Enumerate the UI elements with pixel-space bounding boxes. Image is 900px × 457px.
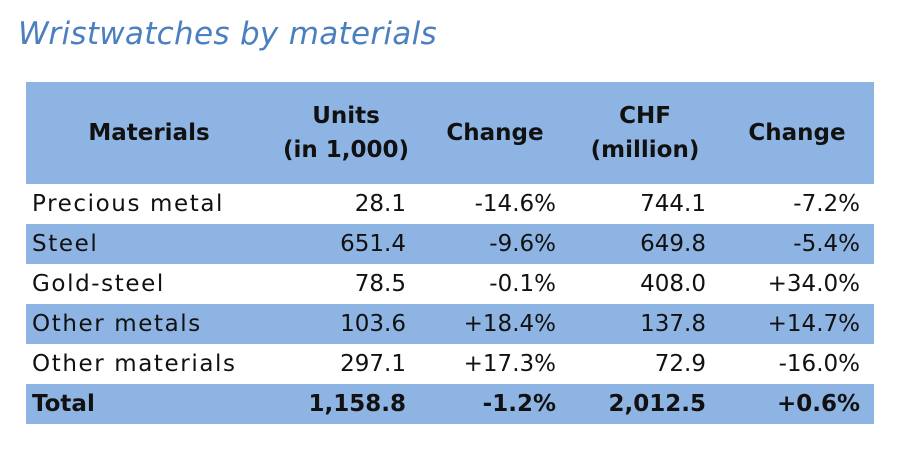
page-title: Wristwatches by materials: [18, 16, 437, 52]
cell-units: 78.5: [354, 271, 406, 297]
cell-total-label: Total: [32, 391, 95, 417]
table-row: Precious metal 28.1 -14.6% 744.1 -7.2%: [26, 184, 874, 224]
cell-chf: 408.0: [640, 271, 706, 297]
cell-chf: 744.1: [640, 191, 706, 217]
header-chf-change: Change: [720, 82, 874, 184]
header-units-change-label: Change: [446, 120, 544, 146]
cell-units-change: -0.1%: [489, 271, 556, 297]
header-materials: Materials: [26, 82, 272, 184]
cell-units: 651.4: [340, 231, 406, 257]
cell-material: Other materials: [32, 351, 237, 377]
cell-chf-change: -5.4%: [793, 231, 860, 257]
header-units-line2: (in 1,000): [282, 137, 410, 163]
header-units-line1: Units: [312, 103, 380, 129]
materials-table: Materials Units (in 1,000) Change CHF (m…: [26, 82, 874, 424]
cell-chf: 72.9: [654, 351, 706, 377]
cell-units-change: -14.6%: [474, 191, 556, 217]
cell-total-units: 1,158.8: [308, 391, 407, 417]
table-row: Other materials 297.1 +17.3% 72.9 -16.0%: [26, 344, 874, 384]
cell-chf: 137.8: [640, 311, 706, 337]
table-header-row: Materials Units (in 1,000) Change CHF (m…: [26, 82, 874, 184]
cell-chf-change: +34.0%: [767, 271, 860, 297]
cell-total-chf-change: +0.6%: [776, 391, 860, 417]
cell-units: 297.1: [340, 351, 406, 377]
cell-chf-change: -7.2%: [793, 191, 860, 217]
cell-total-chf: 2,012.5: [608, 391, 707, 417]
cell-units: 103.6: [340, 311, 406, 337]
header-chf-line1: CHF: [619, 103, 671, 129]
table-row: Gold-steel 78.5 -0.1% 408.0 +34.0%: [26, 264, 874, 304]
header-materials-label: Materials: [88, 120, 210, 146]
cell-material: Steel: [32, 231, 99, 257]
table-row: Steel 651.4 -9.6% 649.8 -5.4%: [26, 224, 874, 264]
header-chf: CHF (million): [570, 82, 720, 184]
cell-material: Gold-steel: [32, 271, 165, 297]
cell-units-change: -9.6%: [489, 231, 556, 257]
table-row-total: Total 1,158.8 -1.2% 2,012.5 +0.6%: [26, 384, 874, 424]
header-chf-line2: (million): [590, 137, 700, 163]
header-chf-change-label: Change: [748, 120, 846, 146]
cell-total-units-change: -1.2%: [482, 391, 556, 417]
header-units-change: Change: [420, 82, 570, 184]
cell-chf-change: -16.0%: [778, 351, 860, 377]
cell-chf: 649.8: [640, 231, 706, 257]
cell-units: 28.1: [354, 191, 406, 217]
cell-units-change: +17.3%: [463, 351, 556, 377]
cell-units-change: +18.4%: [463, 311, 556, 337]
cell-chf-change: +14.7%: [767, 311, 860, 337]
table-row: Other metals 103.6 +18.4% 137.8 +14.7%: [26, 304, 874, 344]
cell-material: Precious metal: [32, 191, 225, 217]
header-units: Units (in 1,000): [272, 82, 420, 184]
cell-material: Other metals: [32, 311, 202, 337]
